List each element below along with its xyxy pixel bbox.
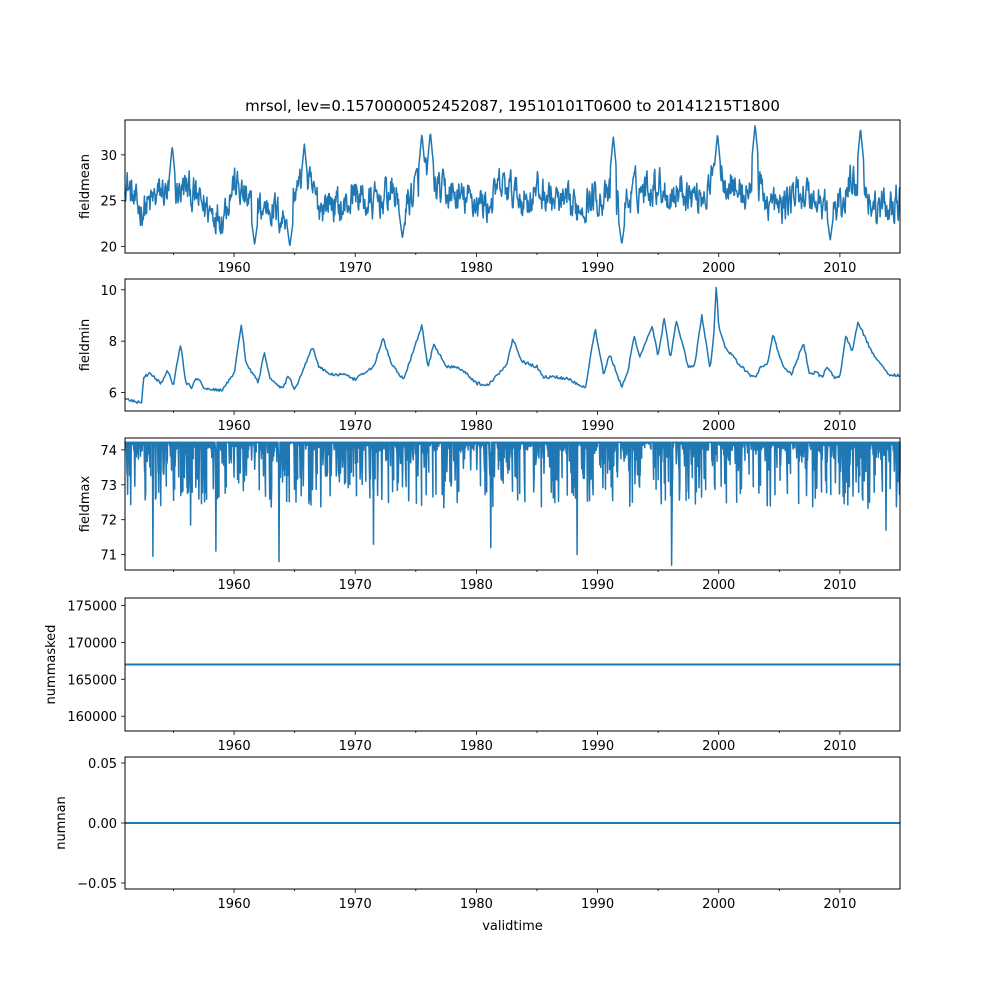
x-tick-label: 2010 xyxy=(823,739,856,754)
x-tick-label: 2010 xyxy=(823,261,856,276)
series-line-fieldmax xyxy=(124,441,901,566)
y-tick-label: 0.00 xyxy=(88,817,117,832)
x-tick-label: 1980 xyxy=(460,261,493,276)
plot-frame-fieldmin xyxy=(124,278,901,412)
y-tick-label: 73 xyxy=(100,479,117,494)
plot-frame-fieldmax xyxy=(124,437,901,571)
y-tick-label: 8 xyxy=(109,335,117,350)
y-tick-label: 10 xyxy=(100,284,117,299)
y-axis-label-fieldmax: fieldmax xyxy=(78,476,93,533)
subplot-fieldmax: 1960 1970 1980 1990 2000 2010 71 72 73 74 fieldmax xyxy=(78,437,901,593)
x-tick-label: 1990 xyxy=(581,897,614,912)
x-tick-label: 1960 xyxy=(218,578,251,593)
subplot-fieldmin: 1960 1970 1980 1990 2000 2010 6 8 10 fieldmin xyxy=(78,278,901,434)
y-tick-label: −0.05 xyxy=(77,877,117,892)
x-tick-label: 1970 xyxy=(339,897,372,912)
x-tick-label: 1990 xyxy=(581,578,614,593)
subplot-numnan: 1960 1970 1980 1990 2000 2010 −0.05 0.00 0.05 num… xyxy=(54,756,901,912)
x-tick-label: 1960 xyxy=(218,419,251,434)
x-tick-label: 2010 xyxy=(823,578,856,593)
subplot-fieldmean: 1960 1970 1980 1990 2000 2010 20 25 30 fieldmean xyxy=(78,119,901,276)
y-tick-label: 25 xyxy=(100,195,117,210)
x-tick-label: 1980 xyxy=(460,578,493,593)
y-axis-label-numnan: numnan xyxy=(54,796,69,850)
subplots: 1960 1970 1980 1990 2000 2010202530fieldmean1… xyxy=(44,119,901,912)
x-tick-label: 1980 xyxy=(460,419,493,434)
x-tick-label: 2000 xyxy=(702,739,735,754)
figure-title: mrsol, lev=0.1570000052452087, 19510101T… xyxy=(245,97,780,115)
y-tick-label: 6 xyxy=(109,387,117,402)
y-tick-label: 20 xyxy=(100,241,117,256)
x-tick-label: 2010 xyxy=(823,897,856,912)
y-tick-label: 30 xyxy=(100,149,117,164)
y-tick-label: 165000 xyxy=(67,673,117,688)
x-tick-label: 2000 xyxy=(702,261,735,276)
y-tick-label: 170000 xyxy=(67,636,117,651)
plot-frame-fieldmean xyxy=(124,119,901,254)
x-tick-label: 1990 xyxy=(581,419,614,434)
x-tick-label: 1970 xyxy=(339,419,372,434)
x-tick-label: 1960 xyxy=(218,897,251,912)
x-tick-label: 1960 xyxy=(218,739,251,754)
y-tick-label: 72 xyxy=(100,514,117,529)
y-tick-label: 175000 xyxy=(67,599,117,614)
x-tick-label: 1990 xyxy=(581,739,614,754)
x-tick-label: 1960 xyxy=(218,261,251,276)
x-tick-label: 2000 xyxy=(702,897,735,912)
x-tick-label: 2000 xyxy=(702,578,735,593)
x-tick-label: 2010 xyxy=(823,419,856,434)
x-tick-label: 2000 xyxy=(702,419,735,434)
y-tick-label: 74 xyxy=(100,444,117,459)
x-tick-label: 1990 xyxy=(581,261,614,276)
x-tick-label: 1970 xyxy=(339,739,372,754)
y-axis-label-fieldmin: fieldmin xyxy=(78,319,93,372)
x-tick-label: 1980 xyxy=(460,739,493,754)
y-tick-label: 71 xyxy=(100,549,117,564)
series-line-fieldmean xyxy=(124,125,901,247)
x-tick-label: 1980 xyxy=(460,897,493,912)
y-axis-label-nummasked: nummasked xyxy=(44,625,59,705)
x-tick-label: 1970 xyxy=(339,578,372,593)
y-axis-label-fieldmean: fieldmean xyxy=(78,154,93,219)
plot-frame-nummasked xyxy=(124,597,901,732)
x-tick-label: 1970 xyxy=(339,261,372,276)
y-tick-label: 0.05 xyxy=(88,757,117,772)
subplot-nummasked: 1960 1970 1980 1990 2000 2010 160000 165000 1700… xyxy=(44,597,901,754)
x-axis-label: validtime xyxy=(482,919,543,934)
y-tick-label: 160000 xyxy=(67,710,117,725)
series-line-fieldmin xyxy=(124,286,901,404)
